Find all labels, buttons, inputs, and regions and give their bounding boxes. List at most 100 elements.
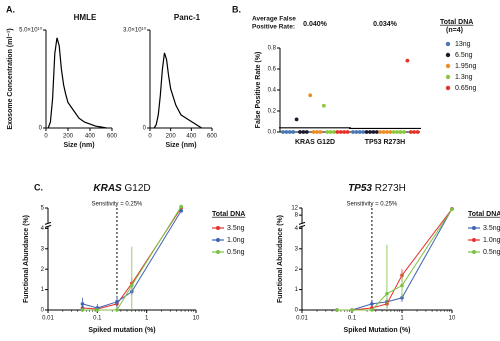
y-tick-label: 5 [41, 206, 45, 212]
legend-label: 3.5ng [227, 225, 245, 232]
data-point [342, 130, 347, 134]
data-point [304, 130, 309, 134]
x-tick-label: 600 [207, 134, 218, 140]
panel-label: B. [232, 4, 241, 14]
annotation: Sensitivity = 0.25% [92, 202, 144, 208]
axis-break [45, 223, 51, 227]
mean-label: 0.034% [373, 21, 398, 28]
series-line [153, 52, 202, 129]
legend-marker [445, 85, 451, 91]
data-point [284, 130, 289, 134]
y-tick-label: 4 [41, 226, 45, 232]
y-axis-label: Functional Abundance (%) [23, 215, 30, 303]
x-tick-label: 0 [148, 134, 152, 140]
y-tick-label: 0.6 [268, 67, 277, 73]
data-point [412, 130, 417, 134]
data-point [354, 130, 359, 134]
panel-label: A. [6, 4, 15, 14]
x-tick-label: 1 [400, 316, 404, 322]
data-point [281, 130, 285, 134]
y-tick-label: 0 [295, 308, 299, 314]
panel-label: C. [34, 182, 43, 192]
series-line [336, 208, 453, 311]
data-point [378, 130, 383, 134]
y-tick-label: 1 [295, 287, 299, 293]
legend-title: Total DNA [468, 211, 500, 218]
data-point [338, 130, 343, 134]
chart-title: TP53 R273H [348, 183, 406, 194]
legend-label: 0.65ng [455, 85, 477, 92]
legend-label: 1.95ng [455, 63, 477, 70]
x-axis-label: Spiked mutation (%) [88, 327, 155, 334]
data-point [388, 130, 393, 134]
data-point [385, 130, 389, 134]
legend-marker [472, 226, 476, 230]
legend-label: 1.3ng [455, 74, 473, 81]
axis-break-mark [44, 221, 52, 225]
title-gene: TP53 [348, 183, 372, 194]
y-tick-label: 1 [41, 287, 45, 293]
chart-title: Panc-1 [174, 13, 201, 22]
y-tick-label: 0 [41, 308, 45, 314]
data-point [287, 130, 292, 134]
data-point [371, 130, 376, 134]
axis-break-mark [298, 224, 306, 228]
legend-label: 1.0ng [483, 237, 500, 244]
x-tick-label: 400 [85, 134, 96, 140]
data-point [368, 130, 372, 134]
legend-marker [445, 74, 451, 80]
data-point [370, 302, 374, 306]
legend-label: 0.5ng [483, 249, 500, 256]
chart-title: Positive Rate: [252, 24, 295, 31]
y-tick-label: 12 [291, 206, 298, 212]
y-axis-label: False Positive Rate (%) [255, 52, 262, 129]
legend-marker [445, 63, 451, 69]
data-point [415, 130, 420, 134]
data-point [385, 291, 389, 296]
data-point [325, 130, 330, 134]
data-point [315, 130, 319, 134]
legend-title: (n=4) [446, 27, 463, 34]
data-point [357, 130, 362, 134]
chart-title: KRAS G12D [93, 183, 150, 194]
legend-marker [216, 226, 220, 230]
annotation: Sensitivity = 0.25% [346, 202, 398, 208]
data-point [361, 130, 366, 134]
x-tick-label: 0.01 [296, 316, 308, 322]
y-tick-label: 0 [39, 126, 43, 132]
series-line [336, 208, 453, 311]
data-point [115, 300, 119, 304]
data-point [398, 130, 403, 134]
x-tick-label: 0 [44, 134, 48, 140]
x-tick-label: 0.1 [93, 316, 102, 322]
data-point [318, 130, 323, 134]
data-point [291, 130, 296, 134]
data-point [95, 308, 100, 312]
title-mutation: R273H [375, 183, 406, 194]
data-point [179, 209, 183, 213]
y-tick-label: 3 [295, 246, 299, 252]
y-tick-label: 3.0×10¹⁰ [123, 27, 147, 34]
data-point [335, 130, 340, 134]
y-tick-label: 4 [295, 226, 299, 232]
y-tick-label: 2 [295, 267, 299, 273]
data-point [115, 308, 119, 312]
data-point [402, 130, 406, 134]
data-point [405, 58, 410, 63]
data-point [374, 130, 379, 134]
y-tick-label: 0.0 [268, 130, 277, 136]
axis-break [299, 223, 305, 227]
data-point [321, 103, 326, 108]
data-point [332, 130, 336, 134]
y-tick-label: 0 [143, 126, 147, 132]
series-line [47, 37, 107, 129]
axis-break-mark [298, 221, 306, 225]
data-point [301, 130, 306, 134]
data-point [345, 130, 350, 134]
y-axis-label: Exosome Concentration (ml⁻¹) [7, 28, 14, 129]
data-point [335, 308, 339, 312]
legend-label: 1.0ng [227, 237, 245, 244]
legend-marker [445, 52, 451, 58]
y-tick-label: 8 [295, 213, 299, 219]
